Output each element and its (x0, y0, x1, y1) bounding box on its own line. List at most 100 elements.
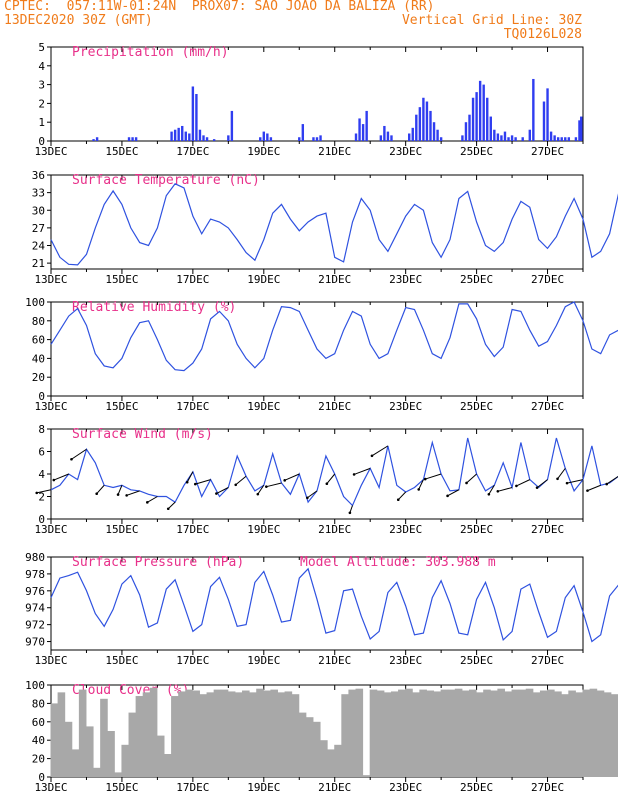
cloud-bar (539, 690, 548, 777)
precip-bar (198, 129, 202, 141)
cloud-bar (575, 692, 583, 777)
cloud-bar (171, 696, 179, 777)
cloud-bar (376, 690, 385, 777)
cloud-bar (270, 689, 278, 777)
precip-bar (127, 137, 131, 141)
wind-arrow-head (256, 492, 260, 496)
wind-frame (50, 428, 584, 520)
cloud-bar (107, 731, 115, 777)
wind-arrow-head (95, 492, 98, 496)
wind-arrow-head (417, 488, 421, 491)
wind-arrow (96, 484, 105, 495)
cloud-bar (348, 689, 357, 777)
temperature-frame (50, 174, 584, 270)
humidity-title: Relative Humidity (%) (72, 300, 236, 315)
humidity-series-line (50, 301, 618, 372)
wind-arrow-head (605, 482, 608, 486)
wind-arrow (566, 479, 584, 484)
cloud-bar (185, 689, 193, 777)
cloud-bar (199, 694, 208, 777)
temperature-ytick-label: 21 (32, 257, 45, 270)
cloud-cover-xtick-label: 23DEC (389, 781, 422, 794)
cloud-cover-xtick-label: 19DEC (247, 781, 280, 794)
precip-bar (578, 120, 581, 141)
pressure-xtick-label: 25DEC (460, 654, 493, 667)
cloud-bar (71, 749, 80, 777)
precipitation-frame (50, 46, 584, 142)
cloud-bar (57, 692, 66, 777)
vertical-grid-note: Vertical Grid Line: 30Z (401, 13, 582, 28)
humidity-xtick-label: 15DEC (105, 400, 138, 413)
cloud-bar (114, 772, 122, 777)
model-altitude: Model Altitude: 303.988 m (300, 555, 496, 570)
humidity-xtick-label: 13DEC (34, 400, 67, 413)
wind-arrow-head (423, 477, 427, 481)
cloud-bar (447, 689, 456, 777)
precip-bar (564, 137, 567, 141)
cloud-bar (234, 692, 243, 777)
cloud-cover-ytick-label: 100 (25, 679, 45, 692)
cloud-bar (85, 726, 94, 777)
cloud-bar (93, 767, 101, 777)
wind-arrow (257, 484, 265, 495)
cloud-bar (454, 688, 463, 777)
precip-bar (542, 101, 546, 141)
humidity-ytick-label: 60 (32, 334, 45, 347)
cloud-cover-ytick-label: 0 (38, 771, 45, 784)
wind-arrow (425, 473, 442, 480)
precip-bar (358, 118, 361, 141)
precip-bar (386, 131, 390, 141)
wind-xtick-label: 17DEC (176, 523, 209, 536)
cloud-bar (220, 689, 229, 777)
precip-bar (408, 133, 411, 141)
wind-arrow (195, 479, 211, 485)
cloud-bar (277, 692, 286, 777)
cloud-bar (596, 690, 605, 777)
precip-bar (429, 110, 432, 141)
cloud-cover-xtick-label: 21DEC (318, 781, 351, 794)
temperature-xtick-label: 23DEC (389, 273, 422, 286)
wind-arrow (126, 490, 140, 496)
wind-arrow-head (515, 484, 518, 488)
precip-bar (422, 97, 425, 141)
precip-bar (212, 139, 216, 141)
precip-bar (432, 122, 436, 141)
cloud-bar (298, 712, 307, 777)
cloud-bar (341, 694, 349, 777)
precipitation-xtick-label: 27DEC (531, 145, 564, 158)
temperature-xtick-label: 25DEC (460, 273, 493, 286)
precip-bar (521, 137, 524, 141)
wind-arrow-head (52, 478, 56, 482)
precip-bar (177, 127, 180, 141)
precip-bar (205, 137, 209, 141)
precip-bar (471, 97, 475, 141)
precip-bar (478, 80, 482, 141)
precip-bar (170, 131, 173, 141)
precip-bar (134, 137, 138, 141)
cloud-bar (603, 692, 612, 777)
precip-bar (553, 135, 556, 141)
cloud-bar (100, 698, 108, 777)
wind-arrow (284, 473, 300, 481)
precip-bar (415, 114, 418, 141)
station-line: CPTEC: 057:11W-01:24N PROX07: SAO JOAO D… (4, 0, 435, 14)
wind-arrow (516, 479, 531, 487)
temperature-ytick-label: 33 (32, 187, 45, 200)
cloud-bar (78, 689, 87, 777)
wind-arrow (326, 473, 336, 485)
cloud-bar (156, 735, 165, 777)
cloud-bar (334, 744, 342, 777)
wind-arrow (235, 475, 247, 486)
temperature-xtick-label: 15DEC (105, 273, 138, 286)
precip-bar (379, 135, 383, 141)
humidity-ytick-label: 0 (38, 390, 45, 403)
precip-bar (173, 129, 177, 141)
wind-ytick-label: 0 (38, 513, 45, 526)
cloud-bar (192, 690, 200, 777)
precip-bar (425, 101, 429, 141)
precipitation-ytick-label: 1 (38, 116, 45, 129)
temperature-ytick-label: 27 (32, 222, 45, 235)
wind-arrow-head (215, 492, 218, 495)
wind-arrow-head (194, 482, 197, 486)
